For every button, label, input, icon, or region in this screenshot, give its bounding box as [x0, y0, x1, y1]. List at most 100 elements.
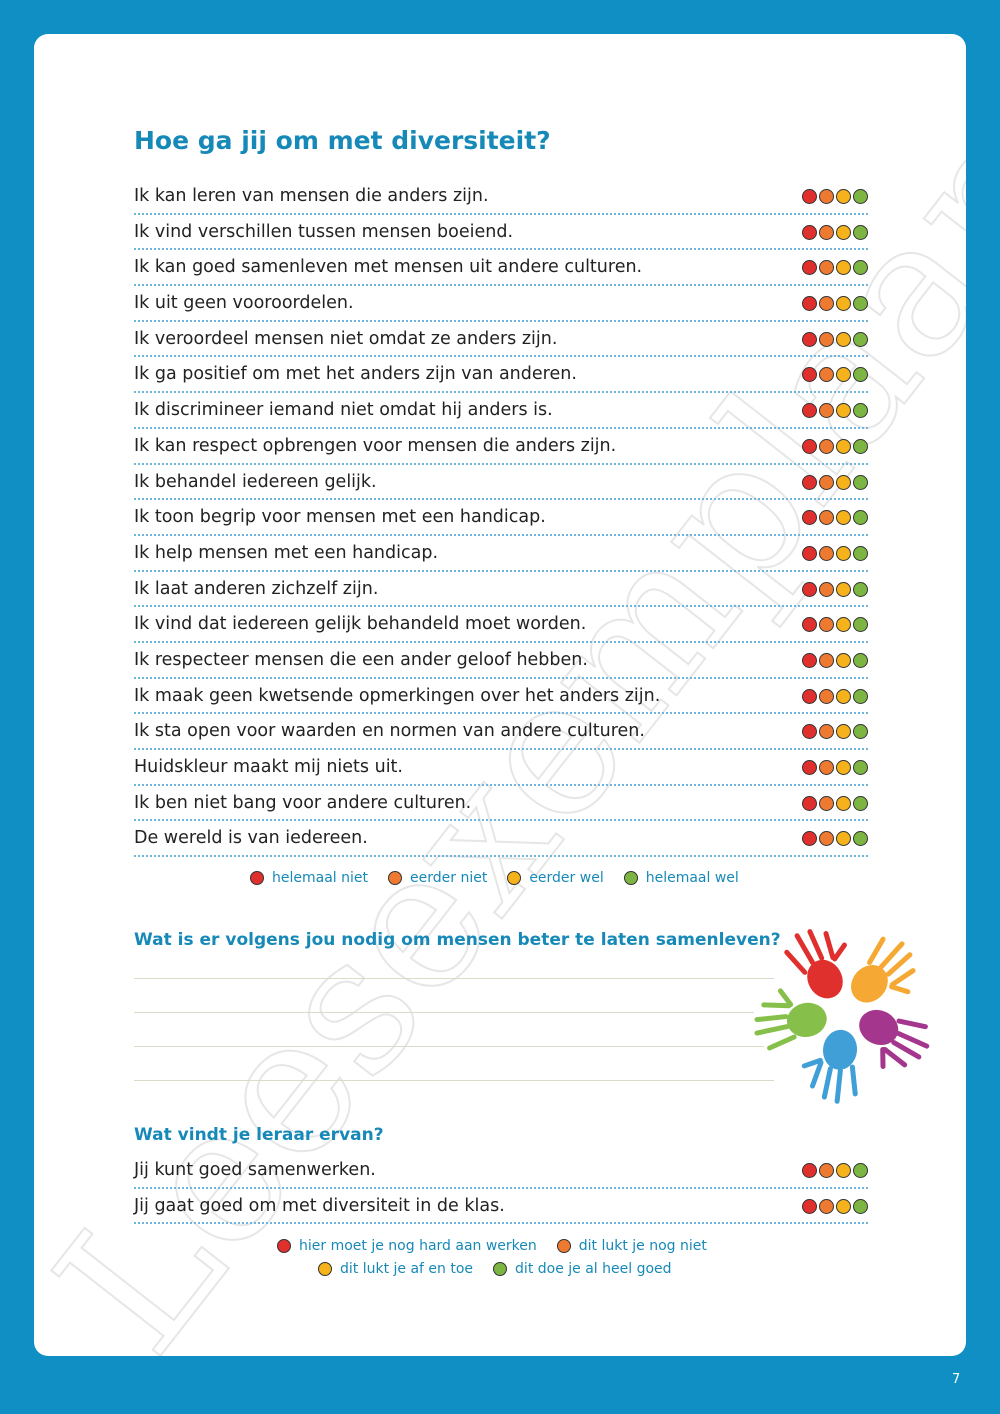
rating-dot-orange-icon[interactable] — [819, 652, 834, 668]
rating-dot-green-icon[interactable] — [853, 189, 868, 204]
answer-line-1[interactable] — [134, 978, 774, 979]
rating-dot-green-icon[interactable] — [853, 510, 868, 526]
rating-dot-orange-icon[interactable] — [819, 474, 834, 490]
rating-dot-yellow-icon[interactable] — [836, 688, 851, 704]
rating-dot-yellow-icon[interactable] — [836, 474, 851, 490]
rating-dot-yellow-icon[interactable] — [836, 652, 851, 668]
rating-dot-yellow-icon[interactable] — [836, 831, 851, 847]
rating-dot-orange-icon[interactable] — [819, 403, 834, 419]
statement-text: Ik ben niet bang voor andere culturen. — [134, 792, 472, 813]
rating-dots — [802, 367, 868, 383]
statement-text: Jij kunt goed samenwerken. — [134, 1160, 376, 1180]
rating-dot-green-icon[interactable] — [853, 296, 868, 312]
rating-dot-orange-icon[interactable] — [819, 331, 834, 347]
rating-dot-red-icon[interactable] — [802, 688, 817, 704]
rating-dot-orange-icon[interactable] — [819, 1163, 834, 1178]
rating-dot-orange-icon[interactable] — [819, 296, 834, 312]
rating-dot-orange-icon[interactable] — [819, 545, 834, 561]
statement-text: Ik vind verschillen tussen mensen boeien… — [134, 221, 514, 242]
rating-dot-yellow-icon[interactable] — [836, 724, 851, 740]
rating-dot-red-icon[interactable] — [802, 474, 817, 490]
rating-dot-green-icon[interactable] — [853, 688, 868, 704]
rating-dot-red-icon[interactable] — [802, 510, 817, 526]
rating-dot-yellow-icon[interactable] — [836, 438, 851, 454]
rating-dot-green-icon[interactable] — [853, 438, 868, 454]
rating-dot-yellow-icon[interactable] — [836, 1163, 851, 1178]
rating-dot-yellow-icon[interactable] — [836, 331, 851, 347]
rating-dot-orange-icon[interactable] — [819, 724, 834, 740]
rating-dot-red-icon[interactable] — [802, 831, 817, 847]
rating-dot-yellow-icon[interactable] — [836, 260, 851, 276]
rating-dot-red-icon[interactable] — [802, 367, 817, 383]
rating-dot-red-icon[interactable] — [802, 189, 817, 204]
rating-dot-red-icon[interactable] — [802, 617, 817, 633]
rating-dot-yellow-icon[interactable] — [836, 795, 851, 811]
rating-dot-orange-icon[interactable] — [819, 189, 834, 204]
rating-dot-red-icon[interactable] — [802, 1163, 817, 1178]
rating-dot-red-icon[interactable] — [802, 224, 817, 240]
rating-dot-green-icon[interactable] — [853, 403, 868, 419]
rating-dot-green-icon[interactable] — [853, 224, 868, 240]
rating-dot-green-icon[interactable] — [853, 652, 868, 668]
rating-dot-orange-icon[interactable] — [819, 438, 834, 454]
rating-dot-orange-icon[interactable] — [819, 224, 834, 240]
rating-dot-green-icon[interactable] — [853, 831, 868, 847]
rating-dot-green-icon[interactable] — [853, 581, 868, 597]
rating-dot-green-icon[interactable] — [853, 1198, 868, 1214]
rating-dot-red-icon[interactable] — [802, 438, 817, 454]
rating-dot-green-icon[interactable] — [853, 260, 868, 276]
rating-dot-green-icon[interactable] — [853, 617, 868, 633]
rating-dot-green-icon[interactable] — [853, 724, 868, 740]
rating-dot-green-icon[interactable] — [853, 1163, 868, 1178]
rating-dot-red-icon[interactable] — [802, 331, 817, 347]
rating-dot-yellow-icon[interactable] — [836, 617, 851, 633]
statement-row: Ik uit geen vooroordelen. — [134, 286, 868, 322]
answer-line-3[interactable] — [134, 1046, 764, 1047]
statement-row: Ik kan leren van mensen die anders zijn. — [134, 179, 868, 215]
rating-dot-yellow-icon[interactable] — [836, 1198, 851, 1214]
rating-dot-yellow-icon[interactable] — [836, 367, 851, 383]
rating-dot-yellow-icon[interactable] — [836, 224, 851, 240]
rating-dot-red-icon[interactable] — [802, 260, 817, 276]
statement-text: Ik kan leren van mensen die anders zijn. — [134, 186, 489, 206]
rating-dot-red-icon[interactable] — [802, 581, 817, 597]
rating-dot-red-icon[interactable] — [802, 545, 817, 561]
rating-dot-red-icon[interactable] — [802, 760, 817, 775]
rating-dots — [802, 652, 868, 668]
rating-dot-orange-icon[interactable] — [819, 367, 834, 383]
rating-dot-yellow-icon[interactable] — [836, 510, 851, 526]
statement-text: Ik maak geen kwetsende opmerkingen over … — [134, 685, 661, 706]
rating-dot-orange-icon[interactable] — [819, 260, 834, 276]
rating-dot-yellow-icon[interactable] — [836, 545, 851, 561]
rating-dot-orange-icon[interactable] — [819, 688, 834, 704]
rating-dot-green-icon[interactable] — [853, 545, 868, 561]
rating-dot-yellow-icon[interactable] — [836, 581, 851, 597]
rating-dot-orange-icon[interactable] — [819, 510, 834, 526]
rating-dot-yellow-icon[interactable] — [836, 760, 851, 775]
rating-dot-orange-icon[interactable] — [819, 581, 834, 597]
rating-dot-red-icon[interactable] — [802, 724, 817, 740]
rating-dot-orange-icon[interactable] — [819, 795, 834, 811]
legend-item-eerder-niet: eerder niet — [388, 870, 487, 886]
rating-dot-yellow-icon[interactable] — [836, 189, 851, 204]
rating-dot-yellow-icon[interactable] — [836, 296, 851, 312]
answer-line-4[interactable] — [134, 1080, 774, 1081]
rating-dot-green-icon[interactable] — [853, 795, 868, 811]
rating-dot-orange-icon[interactable] — [819, 760, 834, 775]
rating-dot-red-icon[interactable] — [802, 652, 817, 668]
rating-dot-yellow-icon[interactable] — [836, 403, 851, 419]
rating-dot-green-icon[interactable] — [853, 367, 868, 383]
rating-dot-orange-icon[interactable] — [819, 617, 834, 633]
rating-dot-red-icon[interactable] — [802, 296, 817, 312]
rating-dot-green-icon[interactable] — [853, 760, 868, 775]
rating-dot-green-icon[interactable] — [853, 474, 868, 490]
teacher-heading: Wat vindt je leraar ervan? — [134, 1125, 384, 1145]
legend-item-af-en-toe: dit lukt je af en toe — [318, 1261, 473, 1277]
rating-dot-green-icon[interactable] — [853, 331, 868, 347]
rating-dot-orange-icon[interactable] — [819, 1198, 834, 1214]
answer-line-2[interactable] — [134, 1012, 754, 1013]
rating-dot-red-icon[interactable] — [802, 403, 817, 419]
rating-dot-red-icon[interactable] — [802, 1198, 817, 1214]
rating-dot-red-icon[interactable] — [802, 795, 817, 811]
rating-dot-orange-icon[interactable] — [819, 831, 834, 847]
